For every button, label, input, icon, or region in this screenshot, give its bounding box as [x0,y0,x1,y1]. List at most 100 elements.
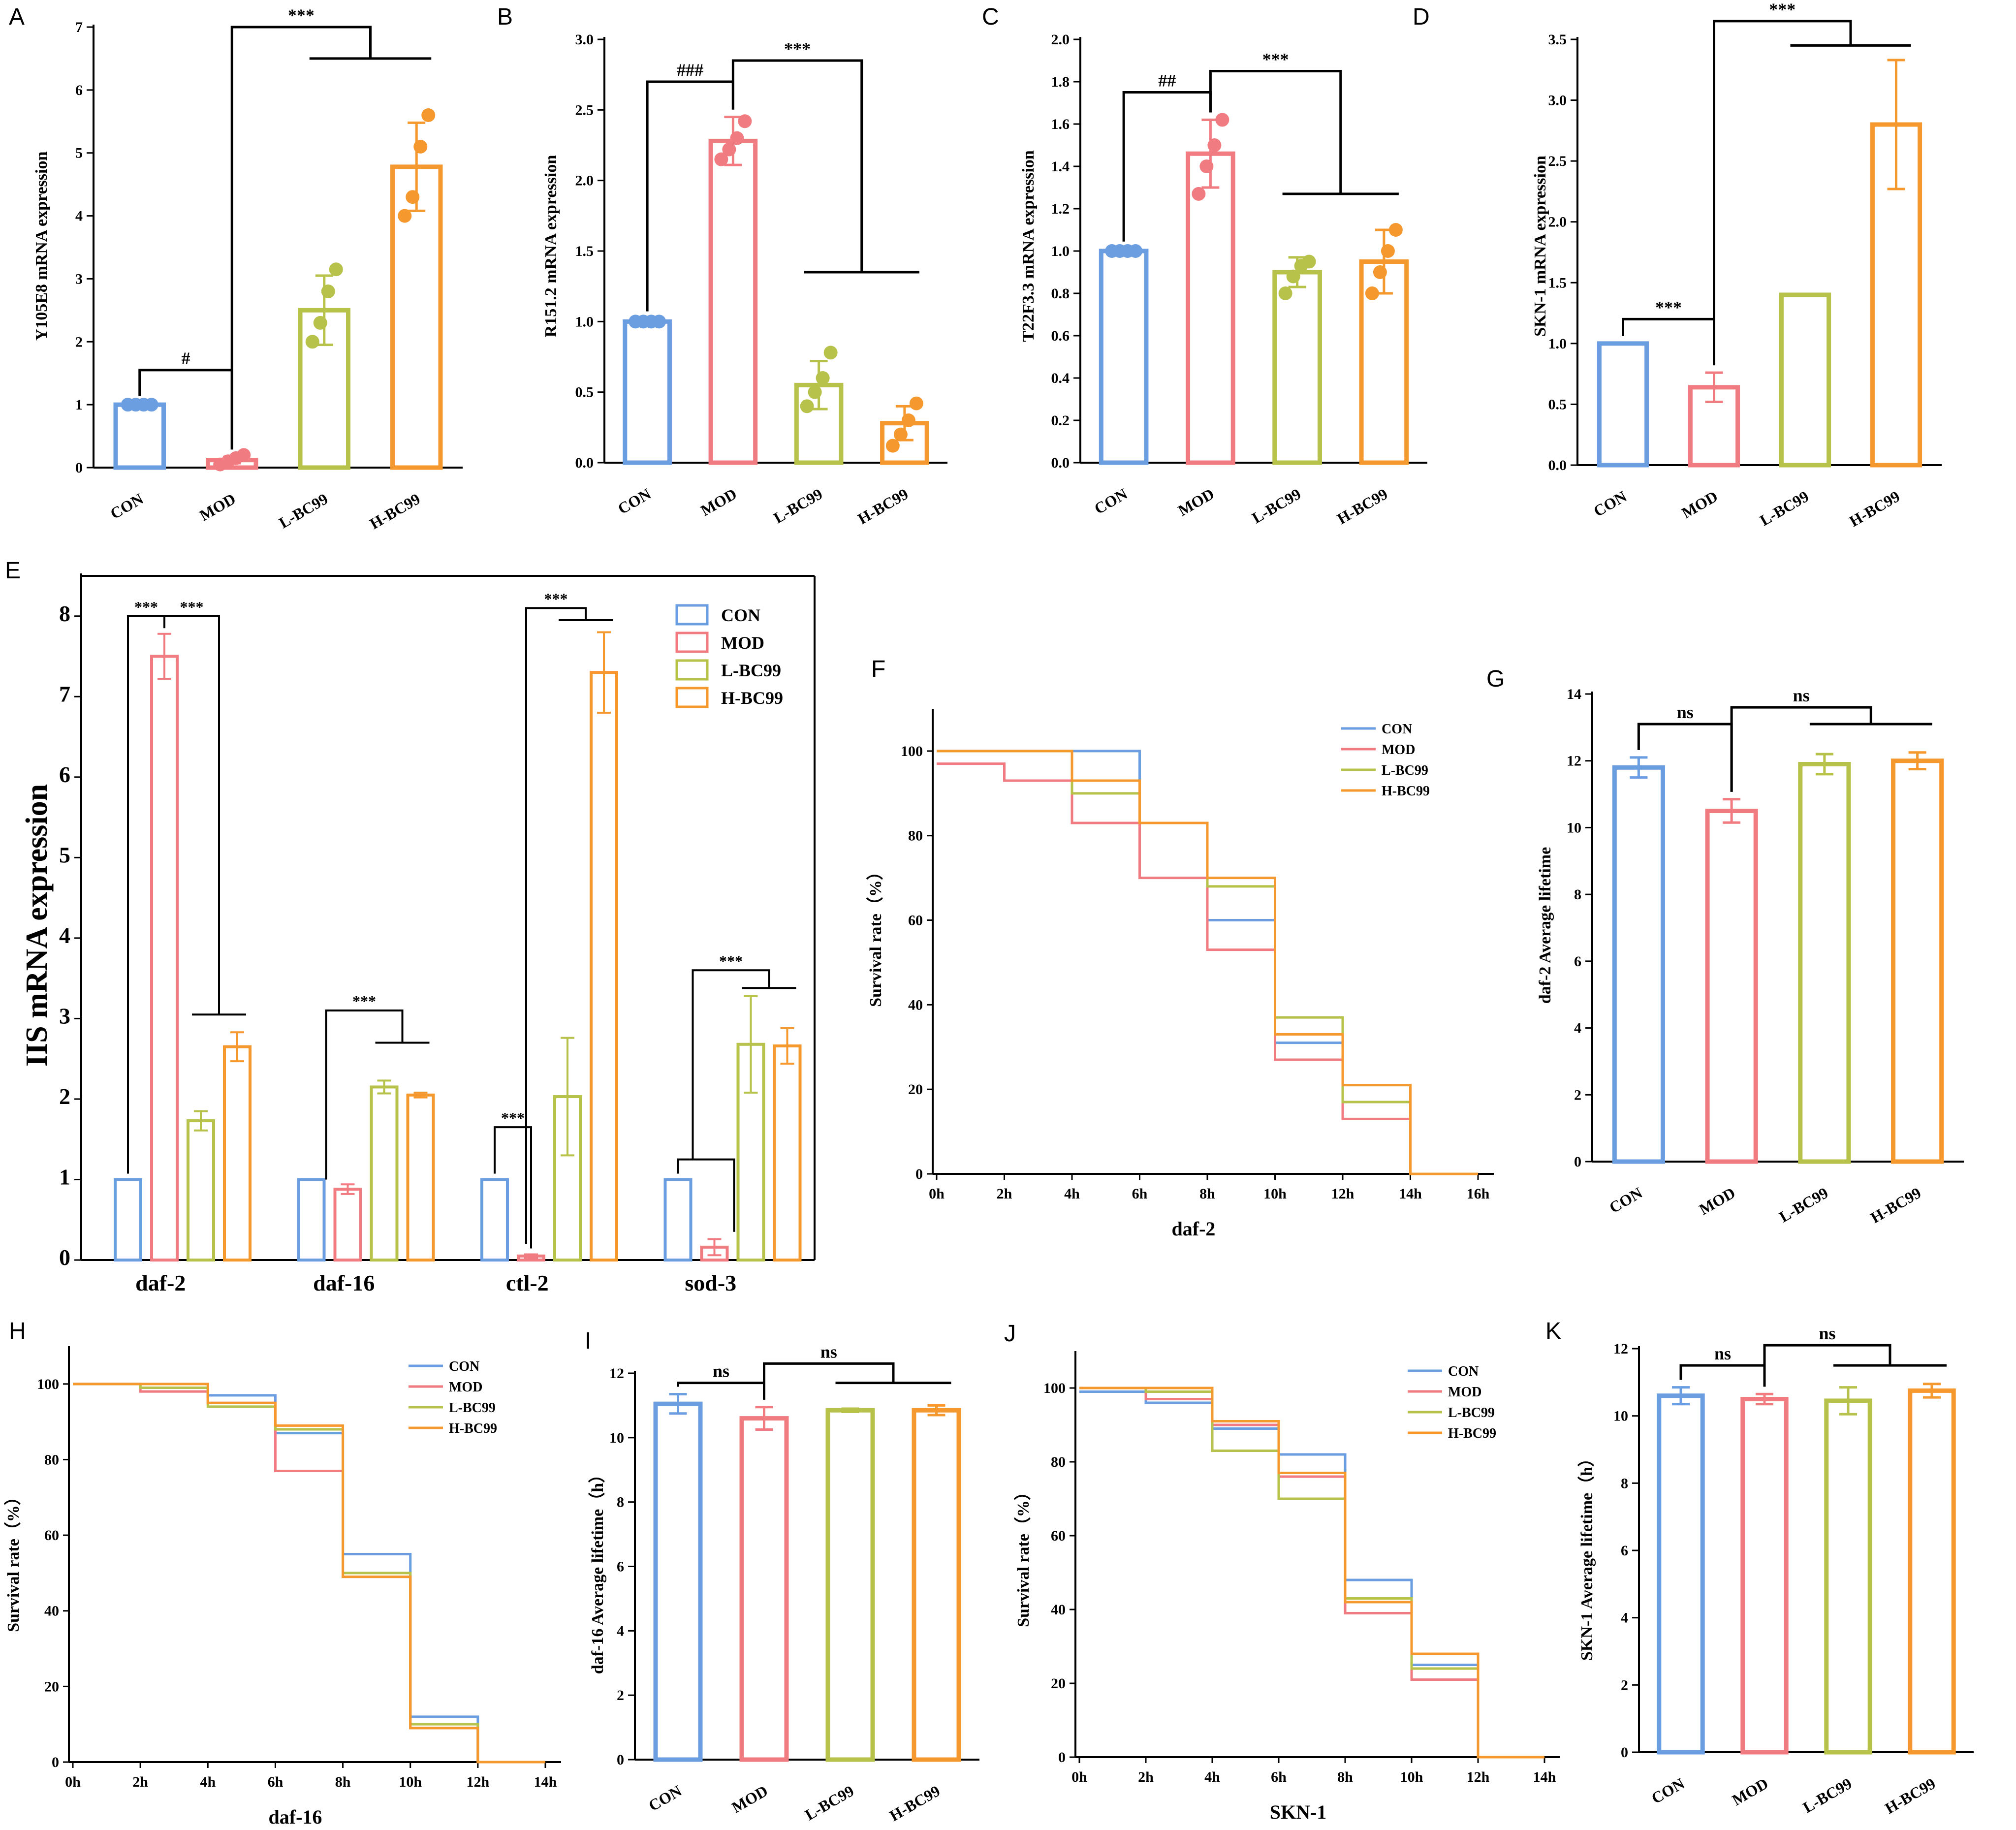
x-tick-label: 0h [65,1774,81,1790]
y-tick-label: 20 [1051,1675,1066,1692]
data-point [313,316,327,330]
y-tick-label: 2.0 [1548,214,1567,230]
significance-label: ns [820,1342,837,1361]
y-tick-label: 3.5 [1548,32,1567,48]
panel-d-chart: 0.0 0.5 1.0 1.5 2.0 2.5 3.0 3.5 SKN-1 mRNA expre… [1413,0,1942,530]
y-axis-label: daf-2 Average lifetime [1536,847,1554,1004]
significance-label: *** [784,39,811,59]
y-tick-label: 80 [44,1451,59,1468]
x-tick-label: L-BC99 [1757,487,1812,529]
panel-f-chart: 0 20 40 60 80 100 0h 2h 4h 6h 8h 10h 12h 14h 16h daf-2 S… [866,656,1494,1240]
significance-bracket [692,969,770,1160]
y-tick-label: 0.5 [1548,396,1567,412]
panel-h-chart: 0 20 40 60 80 100 0h 2h 4h 6h 8h 10h 12h 14h daf-16 Sur… [3,1318,561,1828]
significance-bracket [731,59,863,272]
significance-bracket [325,1010,404,1180]
y-tick-label: 0 [75,460,83,476]
significance-label: *** [180,598,204,616]
y-tick-label: 0.5 [575,384,594,401]
y-tick-label: 2.0 [575,173,594,189]
panel-a-chart: 0 1 2 3 4 5 6 7 Y105E8 mRNA expression A CON MOD L-B… [9,4,463,533]
x-tick-label: 12h [1331,1186,1354,1202]
legend-label: H-BC99 [449,1421,497,1436]
y-tick-label: 0 [915,1166,923,1182]
y-tick-label: 14 [1567,686,1581,702]
legend-label: H-BC99 [721,688,783,708]
x-tick-label: 6h [268,1774,284,1790]
x-tick-label: L-BC99 [1249,485,1304,527]
x-tick-label: CON [645,1782,685,1815]
y-tick-label: 1.5 [1548,275,1567,291]
legend-label: CON [1448,1364,1479,1379]
bar-con [114,1178,142,1262]
significance-bracket [494,1126,532,1249]
x-tick-label: CON [615,485,654,518]
y-tick-label: 2.0 [1051,32,1070,48]
panel-b-chart: 0.0 0.5 1.0 1.5 2.0 2.5 3.0 R151.2 mRNA express… [497,4,947,528]
y-tick-label: 60 [44,1527,59,1544]
significance-label: *** [1655,297,1682,317]
y-tick-label: 80 [908,828,923,844]
significance-bracket [127,615,165,1174]
survival-line-mod [1079,1387,1544,1759]
y-tick-label: 3.0 [1548,93,1567,109]
y-tick-label: 3 [75,271,83,287]
x-tick-label: MOD [196,490,239,524]
bar-h-bc99 [912,1408,961,1762]
significance-bracket [1637,723,1733,792]
significance-bracket [1713,20,1852,366]
y-tick-label: 1.0 [1548,336,1567,352]
data-point [1215,113,1229,127]
x-tick-label: CON [1606,1184,1645,1217]
legend-swatch-h-bc99 [675,687,709,708]
y-tick-label: 6 [75,82,83,98]
panel-letter: J [1004,1321,1016,1347]
x-tick-label: 4h [1064,1186,1080,1202]
significance-label: *** [134,598,158,616]
data-point [901,413,915,427]
legend-label: L-BC99 [721,661,781,680]
x-tick-label: daf-16 [313,1270,375,1295]
y-tick-label: 2.5 [1548,153,1567,169]
legend-label: MOD [1448,1385,1481,1400]
y-tick-label: 8 [1621,1475,1628,1491]
bar-l-bc99 [370,1085,399,1262]
data-point [823,346,838,360]
bar-con [623,319,672,465]
legend-label: CON [449,1359,479,1374]
x-tick-label: ctl-2 [506,1270,549,1295]
y-tick-label: 2 [59,1084,70,1109]
bar-h-bc99 [590,671,618,1262]
y-axis-label: SKN-1 Average lifetime（h） [1577,1450,1596,1661]
survival-line-l-bc99 [1079,1387,1544,1759]
x-tick-label: H-BC99 [1846,487,1903,530]
x-tick-label: 16h [1467,1186,1490,1202]
data-point [398,209,412,223]
panel-g-chart: 0 2 4 6 8 10 12 14 daf-2 Average lifetime G CON MOD… [1486,666,1964,1227]
y-axis-label: SKN-1 mRNA expression [1531,156,1549,337]
legend-swatch-mod [675,631,709,653]
significance-bracket [677,1158,735,1232]
y-tick-label: 3 [59,1003,70,1028]
bar-h-bc99 [1891,758,1944,1164]
bar-mod [1740,1397,1789,1755]
x-tick-label: 12h [1467,1769,1490,1785]
significance-label: *** [1262,50,1289,69]
y-tick-label: 1.5 [575,243,594,259]
x-tick-label: 0h [929,1186,945,1202]
y-tick-label: 1 [75,397,83,413]
data-point [1286,269,1300,284]
significance-label: *** [501,1109,525,1127]
y-tick-label: 4 [1621,1610,1628,1626]
survival-line-mod [937,762,1478,1175]
y-tick-label: 12 [1567,753,1581,769]
significance-label: # [182,348,190,368]
bar-con [113,402,166,470]
y-tick-label: 12 [1613,1341,1628,1357]
x-tick-label: MOD [728,1782,771,1816]
data-point [800,399,814,413]
y-tick-label: 0 [1621,1744,1628,1761]
significance-bracket [1679,1364,1766,1387]
x-tick-label: 2h [997,1186,1012,1202]
